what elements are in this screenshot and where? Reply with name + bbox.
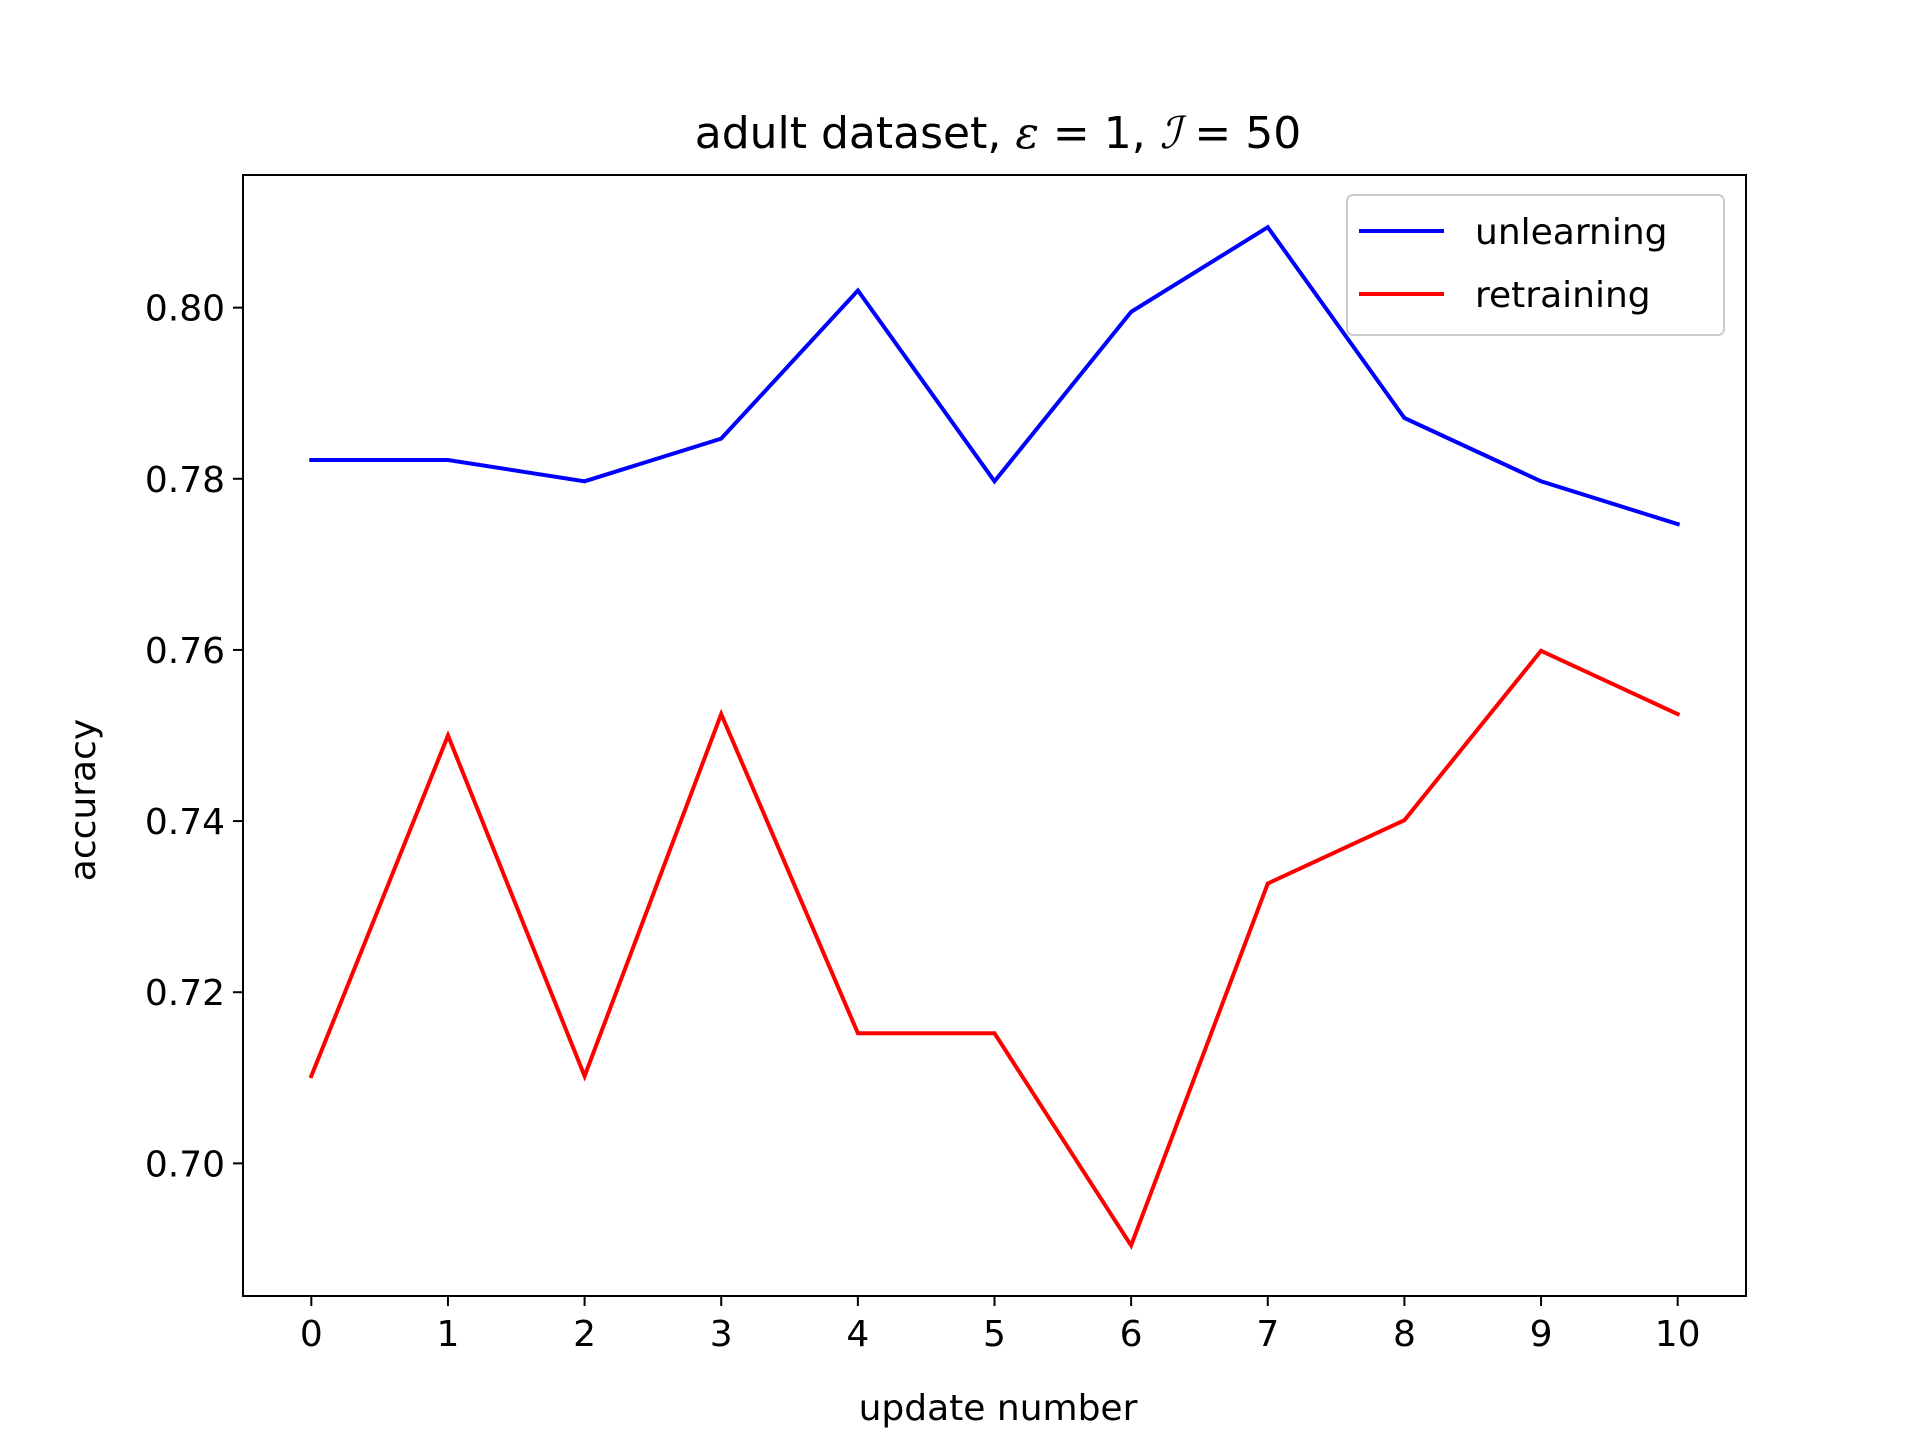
title-prefix: adult dataset, — [695, 108, 1016, 159]
x-tick-label: 10 — [1655, 1314, 1701, 1355]
plot-frame — [242, 174, 1747, 1297]
y-tick-label: 0.76 — [145, 631, 225, 672]
x-tick-label: 4 — [846, 1314, 869, 1355]
y-tick-label: 0.78 — [145, 460, 225, 501]
legend: unlearning retraining — [1346, 194, 1725, 336]
x-tick-label: 5 — [983, 1314, 1006, 1355]
y-axis-label: accuracy — [63, 719, 104, 881]
series-line-retraining — [308, 648, 1681, 1250]
y-tick-label: 0.72 — [145, 973, 225, 1014]
x-axis-label: update number — [859, 1388, 1138, 1429]
y-tick-label: 0.70 — [145, 1144, 225, 1185]
x-tick-label: 8 — [1393, 1314, 1416, 1355]
x-tick-label: 9 — [1530, 1314, 1553, 1355]
title-epsilon-symbol: ε — [1015, 108, 1039, 159]
series-group — [308, 224, 1681, 1250]
x-tick-label: 3 — [710, 1314, 733, 1355]
x-axis-ticks: 0 1 2 3 4 5 6 7 8 9 10 — [300, 1296, 1701, 1355]
y-tick-label: 0.74 — [145, 802, 225, 843]
plot-area — [242, 174, 1747, 1297]
x-tick-label: 2 — [573, 1314, 596, 1355]
legend-label-unlearning: unlearning — [1475, 212, 1668, 253]
chart-title: adult dataset, ε = 1, ℐ = 50 — [695, 108, 1302, 159]
legend-label-retraining: retraining — [1475, 275, 1651, 316]
x-tick-label: 7 — [1256, 1314, 1279, 1355]
title-epsilon-value: = 1, — [1039, 108, 1160, 159]
title-i-value: = 50 — [1180, 108, 1301, 159]
x-tick-label: 0 — [300, 1314, 323, 1355]
y-axis-ticks: 0.70 0.72 0.74 0.76 0.78 0.80 — [145, 289, 243, 1185]
series-line-unlearning — [309, 224, 1681, 527]
y-tick-label: 0.80 — [145, 289, 225, 330]
x-tick-label: 1 — [437, 1314, 460, 1355]
x-tick-label: 6 — [1120, 1314, 1143, 1355]
